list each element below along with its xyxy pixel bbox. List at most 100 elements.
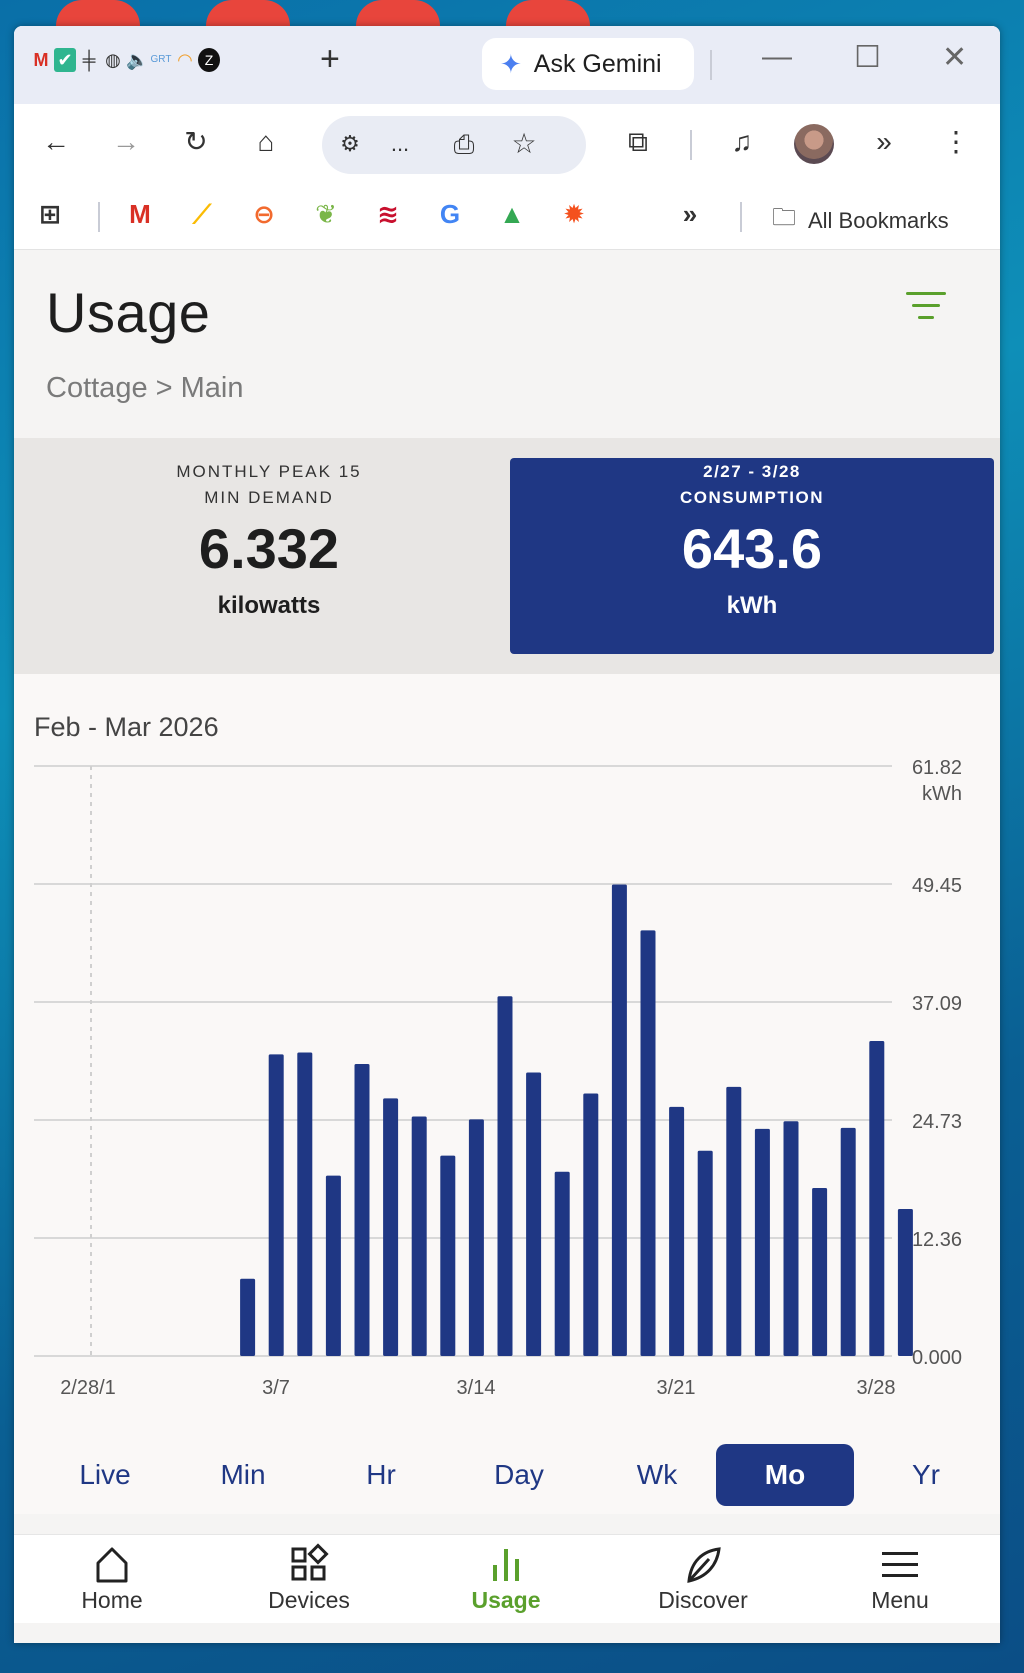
- drive-icon[interactable]: ▲: [499, 199, 525, 229]
- speaker-icon[interactable]: 🔈: [126, 50, 149, 70]
- taskbar-app-icon[interactable]: [56, 0, 140, 26]
- address-bar[interactable]: ⚙ ... ⎙ ☆: [322, 116, 586, 174]
- close-icon[interactable]: ✕: [942, 41, 968, 74]
- bar-3/10: [383, 1098, 399, 1356]
- bar-3/5: [240, 1278, 256, 1356]
- gemini-label: Ask Gemini: [533, 49, 662, 78]
- home-icon[interactable]: ⌂: [257, 126, 275, 157]
- bookmark-star-icon[interactable]: ☆: [511, 128, 537, 159]
- range-selector: Live Min Hr Day Wk Mo Yr: [14, 1436, 1000, 1506]
- range-button-day[interactable]: Day: [494, 1459, 544, 1490]
- maximize-icon[interactable]: ☐: [854, 41, 881, 74]
- bookmark-e-icon[interactable]: ⊖: [253, 199, 275, 229]
- usage-chart[interactable]: 0.000 12.36 24.73 37.09 49.45 61.82 kWh 2/28/1 3…: [14, 754, 1000, 1404]
- stats-panel: MONTHLY PEAK 15 MIN DEMAND 6.332 kilowat…: [14, 438, 1000, 674]
- gmail-icon[interactable]: M: [129, 199, 151, 229]
- bar-3/19: [640, 930, 656, 1356]
- all-bookmarks-label: All Bookmarks: [808, 207, 949, 233]
- divider: [710, 50, 712, 80]
- breadcrumb[interactable]: Cottage > Main: [46, 372, 244, 404]
- range-button-hr[interactable]: Hr: [366, 1459, 396, 1490]
- media-controls-icon[interactable]: ♫: [731, 126, 753, 157]
- bank-icon[interactable]: ≋: [377, 199, 399, 229]
- bar-3/20: [669, 1106, 685, 1356]
- sliders-icon[interactable]: ╪: [82, 50, 96, 70]
- reload-icon[interactable]: ↻: [184, 126, 208, 157]
- range-button-live[interactable]: Live: [79, 1459, 131, 1490]
- nav-item-usage[interactable]: Usage: [408, 1535, 604, 1624]
- kebab-menu-icon[interactable]: ⋮: [942, 126, 970, 157]
- filter-icon[interactable]: [906, 284, 948, 324]
- more-extensions-icon[interactable]: »: [876, 126, 892, 157]
- chart-title: Feb - Mar 2026: [34, 712, 219, 742]
- back-icon[interactable]: ←: [42, 126, 70, 157]
- check-icon[interactable]: ✔: [54, 48, 76, 72]
- extensions-icon[interactable]: ⧉: [628, 126, 648, 157]
- globe-icon[interactable]: ◍: [105, 50, 121, 70]
- bar-3/21: [697, 1150, 713, 1356]
- site-settings-icon[interactable]: ⚙: [340, 131, 360, 156]
- bar-3/16: [554, 1171, 570, 1356]
- folder-icon: 🗀: [772, 204, 796, 231]
- new-tab-button[interactable]: +: [320, 40, 340, 78]
- consumption-card[interactable]: 2/27 - 3/28 CONSUMPTION 643.6 kWh: [510, 458, 994, 654]
- nav-label: Home: [81, 1587, 143, 1613]
- range-button-wk[interactable]: Wk: [636, 1459, 678, 1490]
- nav-item-discover[interactable]: Discover: [605, 1535, 801, 1624]
- bar-3/27: [869, 1041, 885, 1356]
- wifi-icon[interactable]: ◠: [177, 50, 193, 70]
- ask-gemini-button[interactable]: ✦ Ask Gemini: [482, 38, 694, 90]
- nav-label: Menu: [871, 1587, 929, 1613]
- consumption-caption-1: 2/27 - 3/28: [703, 462, 801, 481]
- bar-3/25: [812, 1188, 828, 1356]
- y-tick-label: 0.000: [912, 1347, 962, 1369]
- brand-icon[interactable]: Z: [198, 48, 220, 72]
- all-bookmarks-button[interactable]: 🗀 All Bookmarks: [772, 200, 949, 241]
- google-icon[interactable]: G: [439, 199, 461, 229]
- nav-label: Discover: [658, 1587, 748, 1613]
- bar-3/26: [840, 1127, 856, 1356]
- range-button-mo[interactable]: Mo: [716, 1444, 854, 1506]
- forward-icon[interactable]: →: [112, 126, 140, 157]
- y-tick-label: 61.82: [912, 757, 962, 779]
- taskbar-app-icon[interactable]: [206, 0, 290, 26]
- bar-3/14: [497, 996, 513, 1356]
- gmail-icon[interactable]: M: [33, 50, 49, 70]
- menu-icon: [802, 1543, 998, 1587]
- ads-icon[interactable]: ⟋: [192, 199, 212, 229]
- leaf-icon: [605, 1543, 801, 1587]
- nav-label: Devices: [268, 1587, 350, 1613]
- range-button-yr[interactable]: Yr: [912, 1459, 940, 1490]
- bar-3/17: [583, 1093, 599, 1356]
- nav-item-menu[interactable]: Menu: [802, 1535, 998, 1624]
- bar-3/11: [411, 1116, 427, 1356]
- x-tick-label: 2/28/1: [60, 1377, 116, 1399]
- more-bookmarks-icon[interactable]: »: [682, 199, 698, 229]
- usage-icon: [408, 1543, 604, 1587]
- minimize-icon[interactable]: —: [762, 40, 792, 73]
- bar-3/6: [268, 1054, 284, 1356]
- address-text: ...: [390, 131, 410, 156]
- bar-3/15: [526, 1072, 542, 1356]
- grt-icon[interactable]: GRT: [150, 54, 172, 65]
- apps-grid-icon[interactable]: ⊞: [39, 199, 61, 229]
- nav-item-devices[interactable]: Devices: [211, 1535, 407, 1624]
- install-app-icon[interactable]: ⎙: [453, 129, 475, 159]
- taskbar-app-icon[interactable]: [506, 0, 590, 26]
- leaf-icon[interactable]: ❦: [315, 199, 337, 229]
- peak-demand-card[interactable]: MONTHLY PEAK 15 MIN DEMAND 6.332 kilowat…: [14, 438, 524, 674]
- consumption-value: 643.6: [681, 517, 823, 580]
- nav-item-home[interactable]: Home: [14, 1535, 210, 1624]
- peak-caption-1: MONTHLY PEAK 15: [176, 462, 362, 481]
- taskbar-app-icon[interactable]: [356, 0, 440, 26]
- sun-icon[interactable]: ✹: [563, 199, 585, 229]
- home-icon: [14, 1543, 210, 1587]
- y-unit-label: kWh: [922, 783, 962, 805]
- peak-caption-2: MIN DEMAND: [204, 488, 334, 507]
- range-button-min[interactable]: Min: [220, 1459, 266, 1490]
- chart-panel: Feb - Mar 2026 0.000 12.36 24.73 37.09 49.45…: [14, 674, 1000, 1514]
- divider: [690, 130, 692, 160]
- bookmarks-bar: ⊞ M ⟋ ⊖ ❦ ≋ G ▲ ✹ » 🗀 All Bookmarks: [14, 184, 1000, 250]
- profile-avatar[interactable]: [794, 124, 834, 164]
- gemini-icon: ✦: [500, 48, 522, 79]
